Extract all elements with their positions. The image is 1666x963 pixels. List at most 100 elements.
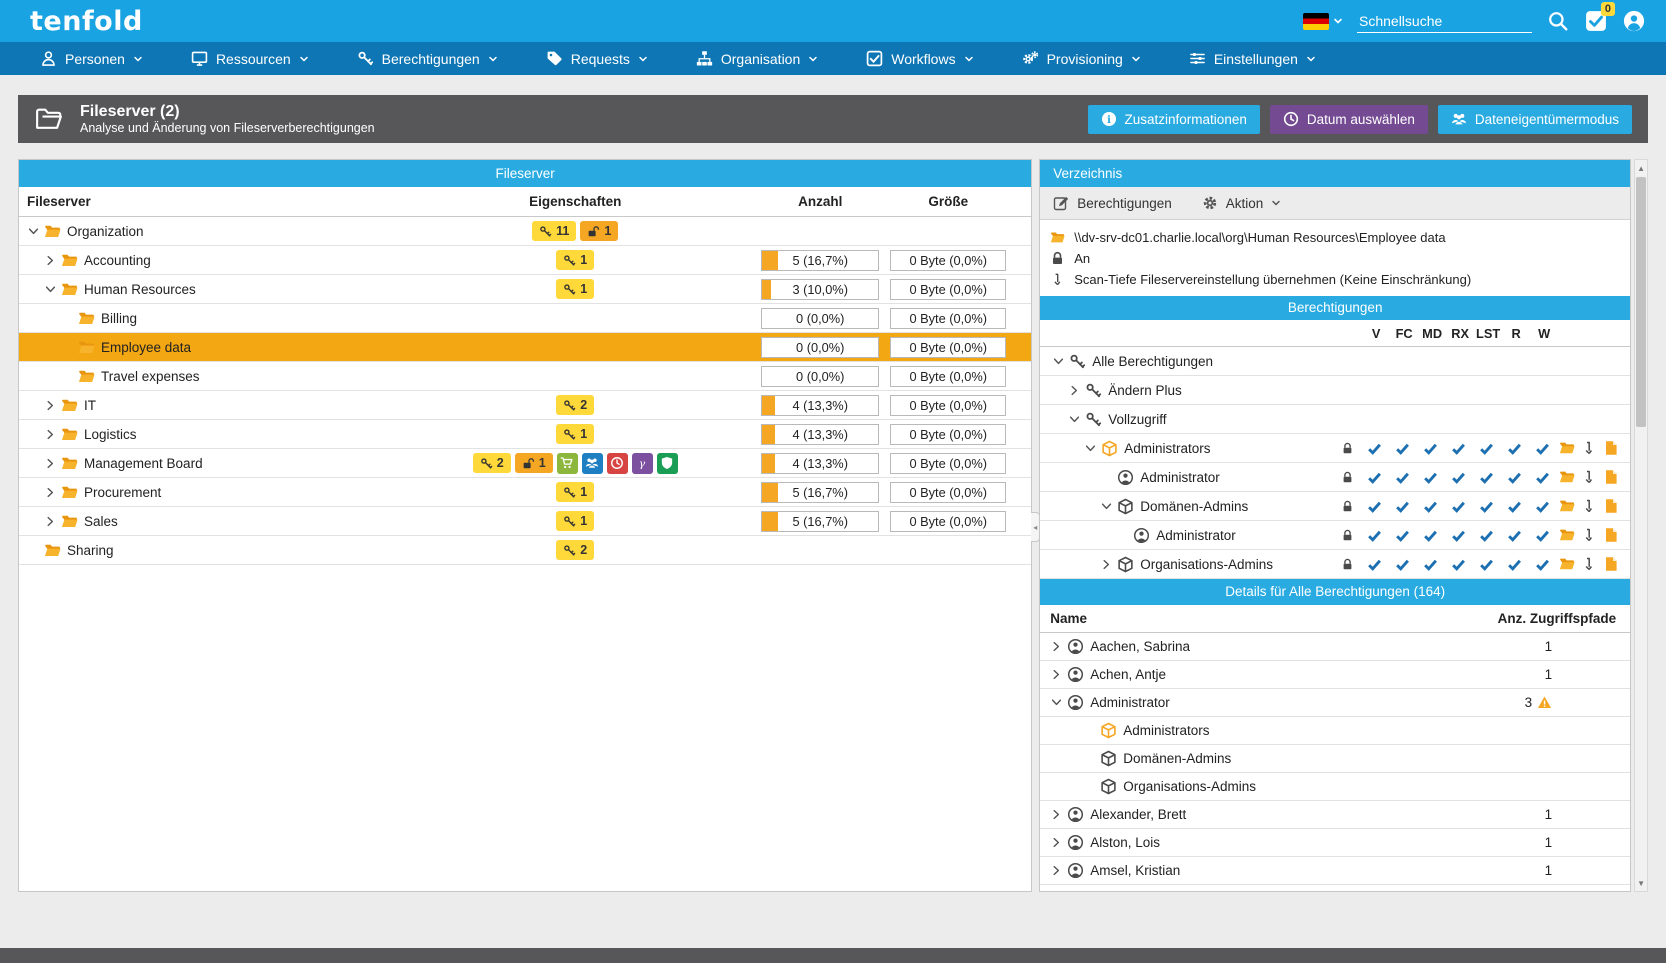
permission-row[interactable]: Organisations-Admins (1040, 550, 1631, 579)
details-row[interactable]: Administrators (1040, 717, 1631, 745)
fileserver-row[interactable]: Organization 11 1 (19, 217, 1032, 246)
fileserver-row[interactable]: Employee data 0 (0,0%) 0 Byte (0,0%) (19, 333, 1032, 362)
anzahl-value: 0 (0,0%) (761, 365, 880, 387)
dateneigentümermodus-button[interactable]: Dateneigentümermodus (1437, 104, 1632, 134)
chevron-right-icon[interactable] (42, 400, 59, 411)
nav-item-personen[interactable]: Personen (40, 50, 143, 67)
details-row[interactable]: Achen, Antje 1 (1040, 661, 1631, 689)
check-icon (1444, 470, 1472, 485)
panel-collapse-handle[interactable]: ◂ (1031, 512, 1041, 542)
check-icon (1388, 499, 1416, 514)
permission-row[interactable]: Domänen-Admins (1040, 492, 1631, 521)
details-row[interactable]: Alexander, Brett 1 (1040, 801, 1631, 829)
folder-icon (1556, 527, 1578, 543)
nav-item-ressourcen[interactable]: Ressourcen (191, 50, 309, 67)
details-row[interactable]: Alston, Lois 1 (1040, 829, 1631, 857)
details-row[interactable]: Administrator 3 (1040, 689, 1631, 717)
zugriffspfade-count: 3 (1518, 695, 1552, 710)
column-header-fileserver[interactable]: Fileserver (27, 194, 91, 209)
fileserver-row[interactable]: Procurement 1 5 (16,7%) 0 Byte (0,0%) (19, 478, 1032, 507)
fileserver-row[interactable]: Management Board 2 1 γ U 4 (13,3%) 0 Byte (0,0… (19, 449, 1032, 478)
nav-item-organisation[interactable]: Organisation (696, 50, 818, 67)
details-row[interactable]: Organisations-Admins (1040, 773, 1631, 801)
search-input[interactable] (1357, 9, 1532, 33)
chevron-right-icon[interactable] (1048, 641, 1065, 652)
chevron-down-icon[interactable] (1048, 697, 1065, 708)
fileserver-row[interactable]: Human Resources 1 3 (10,0%) 0 Byte (0,0%) (19, 275, 1032, 304)
chevron-right-icon[interactable] (42, 516, 59, 527)
datum-auswählen-button[interactable]: Datum auswählen (1269, 104, 1428, 134)
permission-row[interactable]: Ändern Plus (1040, 376, 1631, 405)
lock-icon (1334, 471, 1360, 484)
chevron-down-icon[interactable] (1098, 501, 1115, 512)
tasks-icon[interactable]: 0 (1584, 2, 1615, 33)
check-icon (1500, 441, 1528, 456)
chevron-right-icon[interactable] (42, 487, 59, 498)
aktion-dropdown[interactable]: Aktion (1202, 195, 1282, 211)
fileserver-row[interactable]: IT 2 4 (13,3%) 0 Byte (0,0%) (19, 391, 1032, 420)
fileserver-row[interactable]: Logistics 1 4 (13,3%) 0 Byte (0,0%) (19, 420, 1032, 449)
permission-row[interactable]: Alle Berechtigungen (1040, 347, 1631, 376)
zusatzinformationen-button[interactable]: i Zusatzinformationen (1087, 104, 1260, 134)
nav-item-provisioning[interactable]: Provisioning (1022, 50, 1141, 67)
nav-item-workflows[interactable]: Workflows (866, 50, 973, 67)
details-row[interactable]: Domänen-Admins (1040, 745, 1631, 773)
fileserver-row[interactable]: Sharing 2 (19, 536, 1032, 565)
info-icon: i (1101, 111, 1117, 127)
chevron-down-icon[interactable] (1050, 356, 1067, 367)
search-icon[interactable] (1546, 9, 1570, 33)
chevron-right-icon[interactable] (1066, 385, 1083, 396)
check-icon (1528, 528, 1556, 543)
folder-icon (61, 281, 78, 298)
chevron-down-icon[interactable] (1082, 443, 1099, 454)
person-icon (1067, 806, 1084, 823)
file-icon (1600, 469, 1622, 485)
fileserver-row[interactable]: Billing 0 (0,0%) 0 Byte (0,0%) (19, 304, 1032, 333)
user-avatar[interactable] (1622, 9, 1646, 33)
check-icon (1416, 470, 1444, 485)
tag-icon (546, 50, 563, 67)
chevron-right-icon[interactable] (1048, 865, 1065, 876)
column-header-zugriffspfade[interactable]: Anz. Zugriffspfade (1497, 611, 1617, 626)
anzahl-value: 4 (13,3%) (761, 423, 880, 445)
chevron-right-icon[interactable] (42, 255, 59, 266)
chevron-right-icon[interactable] (42, 458, 59, 469)
details-row[interactable]: Amsel, Kristian 1 (1040, 857, 1631, 885)
fileserver-row[interactable]: Travel expenses 0 (0,0%) 0 Byte (0,0%) (19, 362, 1032, 391)
nav-item-einstellungen[interactable]: Einstellungen (1189, 50, 1316, 67)
chevron-down-icon[interactable] (1066, 414, 1083, 425)
chevron-right-icon[interactable] (1098, 559, 1115, 570)
permission-row-label: Vollzugriff (1108, 411, 1167, 427)
chevron-right-icon[interactable] (1048, 837, 1065, 848)
vertical-scrollbar[interactable]: ▲ ▼ (1634, 159, 1648, 892)
details-row[interactable]: Aachen, Sabrina 1 (1040, 633, 1631, 661)
check-icon (1360, 470, 1388, 485)
scroll-down-arrow[interactable]: ▼ (1637, 878, 1646, 888)
fileserver-row[interactable]: Accounting 1 5 (16,7%) 0 Byte (0,0%) (19, 246, 1032, 275)
permission-row[interactable]: Administrator (1040, 521, 1631, 550)
permission-row[interactable]: Administrators (1040, 434, 1631, 463)
chevron-right-icon[interactable] (1048, 809, 1065, 820)
nav-item-requests[interactable]: Requests (546, 50, 648, 67)
scroll-up-arrow[interactable]: ▲ (1637, 163, 1646, 173)
key-count-badge: 1 (556, 279, 595, 299)
orgchart-icon (696, 50, 713, 67)
column-header-anzahl[interactable]: Anzahl (798, 194, 843, 209)
groesse-value: 0 Byte (0,0%) (890, 278, 1007, 300)
fileserver-row[interactable]: Sales 1 5 (16,7%) 0 Byte (0,0%) (19, 507, 1032, 536)
chevron-right-icon[interactable] (1048, 669, 1065, 680)
person-icon (1067, 694, 1084, 711)
berechtigungen-button[interactable]: Berechtigungen (1053, 195, 1172, 211)
language-selector[interactable] (1303, 12, 1343, 30)
column-header-groesse[interactable]: Größe (928, 194, 969, 209)
permission-row[interactable]: Administrator (1040, 463, 1631, 492)
chevron-right-icon[interactable] (42, 429, 59, 440)
column-header-eigenschaften[interactable]: Eigenschaften (529, 194, 622, 209)
chevron-down-icon[interactable] (42, 284, 59, 295)
chevron-down-icon[interactable] (25, 226, 42, 237)
column-header-name[interactable]: Name (1050, 611, 1087, 626)
scrollbar-thumb[interactable] (1636, 177, 1647, 427)
person-icon (1133, 527, 1150, 544)
permission-row[interactable]: Vollzugriff (1040, 405, 1631, 434)
nav-item-berechtigungen[interactable]: Berechtigungen (357, 50, 498, 67)
